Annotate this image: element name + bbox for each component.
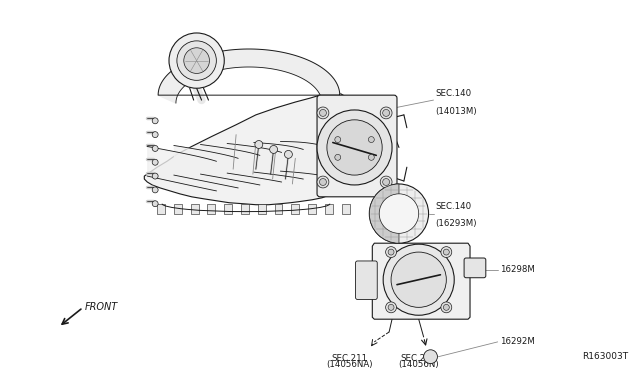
Circle shape bbox=[317, 110, 392, 185]
Polygon shape bbox=[144, 92, 364, 205]
Circle shape bbox=[380, 176, 392, 188]
Circle shape bbox=[335, 154, 340, 160]
Text: SEC.140: SEC.140 bbox=[435, 89, 472, 98]
Bar bbox=[342, 204, 349, 214]
Polygon shape bbox=[372, 243, 470, 319]
Circle shape bbox=[388, 304, 394, 310]
Text: (16293M): (16293M) bbox=[435, 218, 477, 228]
Circle shape bbox=[152, 118, 158, 124]
Circle shape bbox=[441, 302, 452, 313]
Circle shape bbox=[383, 244, 454, 315]
Bar bbox=[174, 204, 182, 214]
Circle shape bbox=[327, 120, 382, 175]
Circle shape bbox=[444, 249, 449, 255]
Text: FRONT: FRONT bbox=[85, 302, 118, 312]
Bar bbox=[291, 204, 300, 214]
Wedge shape bbox=[369, 184, 399, 243]
Circle shape bbox=[369, 184, 429, 243]
Bar bbox=[308, 204, 316, 214]
Circle shape bbox=[369, 137, 374, 142]
Bar bbox=[224, 204, 232, 214]
Bar bbox=[207, 204, 216, 214]
Text: SEC.211: SEC.211 bbox=[401, 354, 436, 363]
Bar bbox=[325, 204, 333, 214]
Circle shape bbox=[255, 141, 263, 148]
Circle shape bbox=[388, 249, 394, 255]
Bar bbox=[275, 204, 282, 214]
Circle shape bbox=[383, 179, 390, 186]
Circle shape bbox=[444, 304, 449, 310]
Text: SEC.140: SEC.140 bbox=[435, 202, 472, 211]
Circle shape bbox=[317, 176, 329, 188]
Text: SEC.211: SEC.211 bbox=[332, 354, 367, 363]
Circle shape bbox=[177, 41, 216, 80]
FancyBboxPatch shape bbox=[464, 258, 486, 278]
Bar bbox=[191, 204, 198, 214]
Polygon shape bbox=[158, 49, 340, 103]
Circle shape bbox=[335, 137, 340, 142]
Circle shape bbox=[424, 350, 438, 363]
Circle shape bbox=[284, 150, 292, 158]
Circle shape bbox=[386, 247, 397, 257]
Circle shape bbox=[152, 132, 158, 138]
Circle shape bbox=[269, 145, 278, 153]
Text: 16298M: 16298M bbox=[500, 265, 534, 274]
Circle shape bbox=[184, 48, 209, 73]
Text: (14056NA): (14056NA) bbox=[326, 360, 373, 369]
Text: (14013M): (14013M) bbox=[435, 107, 477, 116]
Text: (14056N): (14056N) bbox=[398, 360, 439, 369]
Circle shape bbox=[319, 179, 326, 186]
Circle shape bbox=[380, 107, 392, 119]
Text: 16292M: 16292M bbox=[500, 337, 534, 346]
Circle shape bbox=[383, 109, 390, 116]
Circle shape bbox=[152, 201, 158, 207]
Text: R163003T: R163003T bbox=[582, 352, 628, 361]
Circle shape bbox=[152, 173, 158, 179]
Circle shape bbox=[391, 252, 446, 307]
Circle shape bbox=[319, 109, 326, 116]
Circle shape bbox=[386, 302, 397, 313]
Circle shape bbox=[152, 145, 158, 151]
FancyBboxPatch shape bbox=[356, 261, 377, 299]
Circle shape bbox=[152, 187, 158, 193]
Bar bbox=[157, 204, 165, 214]
Circle shape bbox=[441, 247, 452, 257]
Bar bbox=[258, 204, 266, 214]
Circle shape bbox=[152, 159, 158, 165]
Circle shape bbox=[380, 194, 419, 233]
FancyBboxPatch shape bbox=[317, 95, 397, 197]
Circle shape bbox=[169, 33, 224, 88]
Bar bbox=[241, 204, 249, 214]
Circle shape bbox=[317, 107, 329, 119]
Circle shape bbox=[369, 154, 374, 160]
